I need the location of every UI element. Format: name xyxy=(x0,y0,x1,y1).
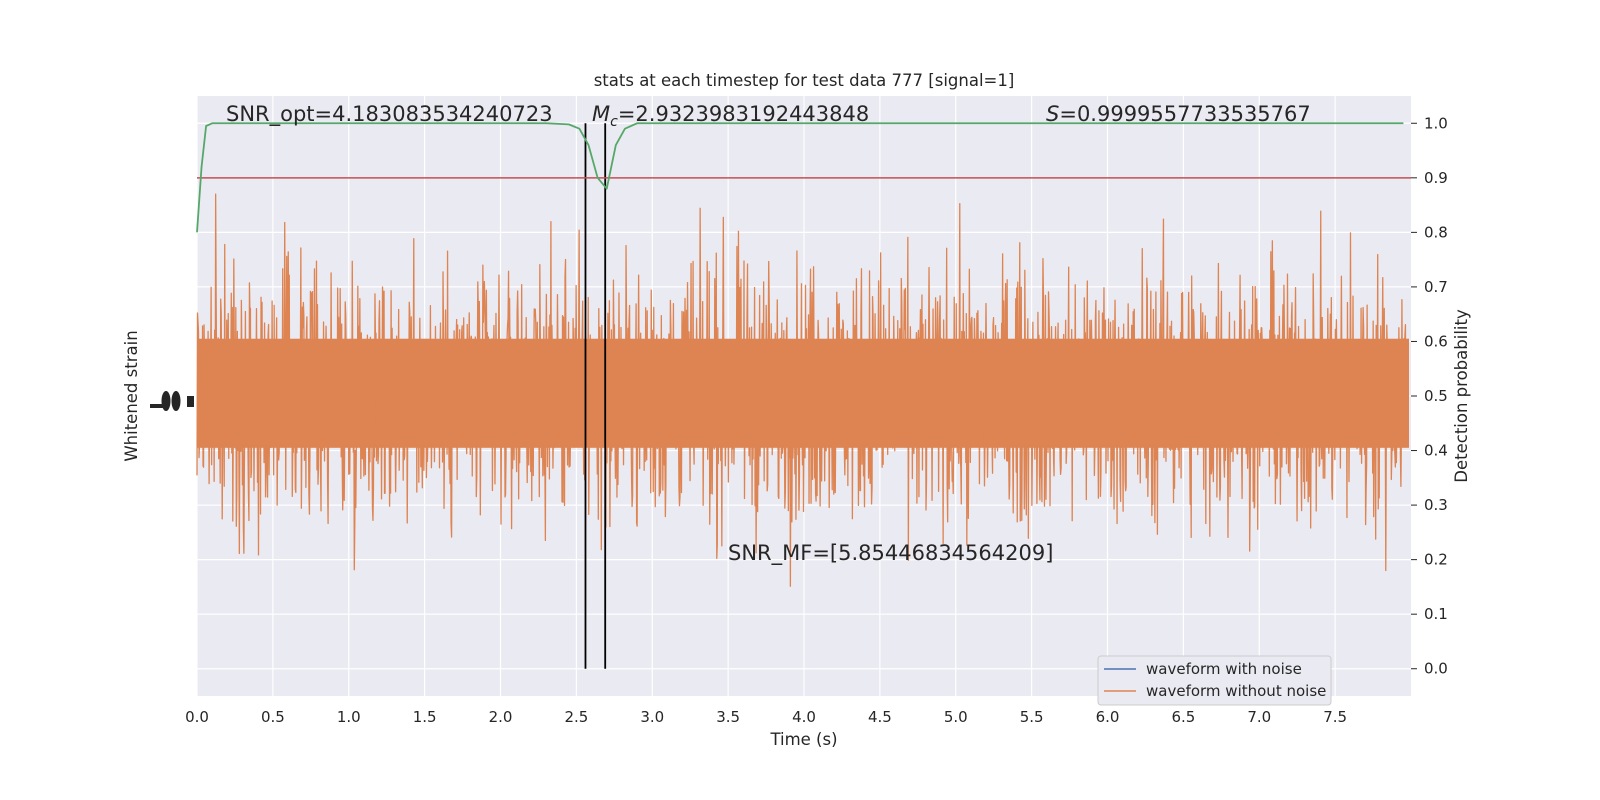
x-tick-label: 1.0 xyxy=(337,708,361,726)
x-tick-label: 0.5 xyxy=(261,708,285,726)
annotation-s: S=0.9999557733535767 xyxy=(1046,102,1311,126)
x-tick-label: 4.0 xyxy=(792,708,816,726)
annotation-chirp-mass: Mc=2.9323983192443848 xyxy=(592,102,869,130)
legend-label-waveform-without-noise: waveform without noise xyxy=(1146,682,1326,700)
detection-probability-line xyxy=(196,122,1404,233)
y-tick-label: 0.8 xyxy=(1424,223,1448,241)
y-tick-label: 0.5 xyxy=(1424,387,1448,405)
strain-series xyxy=(196,193,1409,587)
y-axis-ticks-right: 0.0 0.1 0.2 0.3 0.4 0.5 0.6 0.7 0.8 0.9 1.0 xyxy=(1411,114,1448,678)
annotation-snr-opt: SNR_opt=4.183083534240723 xyxy=(226,102,553,127)
y-tick-label: 0.4 xyxy=(1424,442,1448,460)
x-tick-label: 0.0 xyxy=(185,708,209,726)
x-tick-label: 6.0 xyxy=(1096,708,1120,726)
legend: waveform with noise waveform without noi… xyxy=(1097,655,1332,706)
x-tick-label: 3.0 xyxy=(640,708,664,726)
annotation-snr-mf: SNR_MF=[5.85446834564209] xyxy=(728,541,1053,566)
x-tick-label: 2.5 xyxy=(564,708,588,726)
y-axis-label-left: Whitened strain xyxy=(122,330,141,461)
x-tick-label: 4.5 xyxy=(868,708,892,726)
x-tick-label: 7.5 xyxy=(1323,708,1347,726)
detection-probability-path xyxy=(196,122,1404,233)
strain-line-without-noise xyxy=(196,193,1408,587)
left-axis-blob xyxy=(150,391,194,411)
legend-frame xyxy=(1097,655,1332,706)
chart-title: stats at each timestep for test data 777… xyxy=(594,71,1015,90)
y-tick-label: 0.2 xyxy=(1424,551,1448,569)
x-tick-label: 7.0 xyxy=(1247,708,1271,726)
x-tick-label: 5.5 xyxy=(1020,708,1044,726)
y-tick-label: 0.6 xyxy=(1424,332,1448,350)
x-tick-label: 3.5 xyxy=(716,708,740,726)
y-tick-label: 0.0 xyxy=(1424,660,1448,678)
legend-label-waveform-with-noise: waveform with noise xyxy=(1146,660,1302,678)
x-tick-label: 6.5 xyxy=(1171,708,1195,726)
x-tick-label: 1.5 xyxy=(413,708,437,726)
y-tick-label: 0.1 xyxy=(1424,605,1448,623)
x-axis-label: Time (s) xyxy=(769,730,837,749)
x-tick-label: 2.0 xyxy=(489,708,513,726)
y-axis-label-right: Detection probability xyxy=(1452,309,1471,483)
y-tick-label: 0.7 xyxy=(1424,278,1448,296)
x-tick-label: 5.0 xyxy=(944,708,968,726)
y-tick-label: 0.9 xyxy=(1424,169,1448,187)
y-tick-label: 0.3 xyxy=(1424,496,1448,514)
x-axis-ticks: 0.0 0.5 1.0 1.5 2.0 2.5 3.0 3.5 4.0 4.5 5.0 5.5 6.0 6… xyxy=(185,708,1347,726)
vertical-markers xyxy=(584,123,607,669)
y-tick-label: 1.0 xyxy=(1424,114,1448,132)
